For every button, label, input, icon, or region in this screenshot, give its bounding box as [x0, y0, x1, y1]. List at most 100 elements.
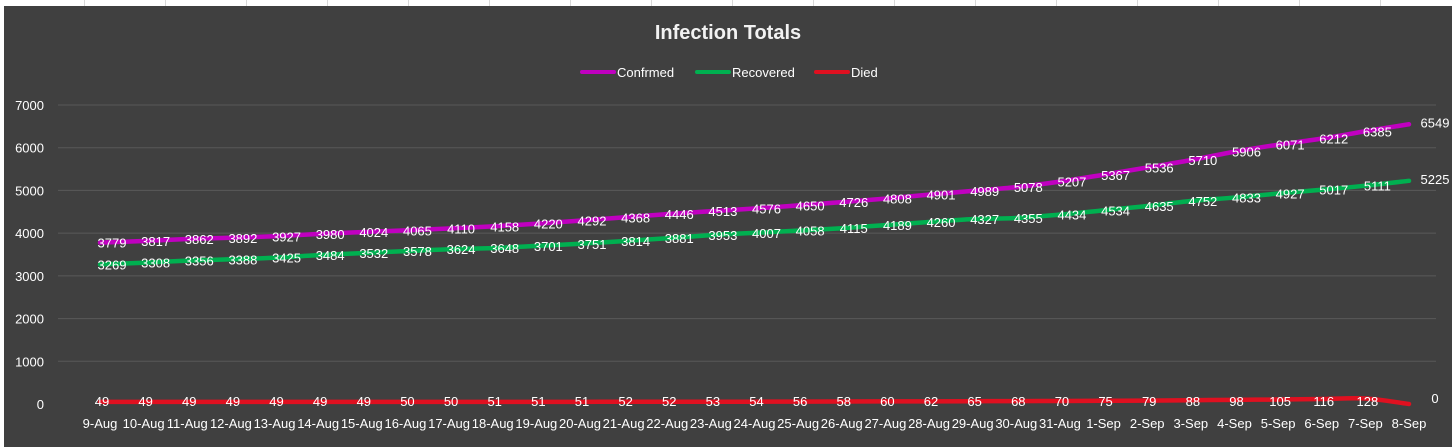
x-tick-label: 31-Aug	[1039, 416, 1081, 431]
x-tick-label: 19-Aug	[515, 416, 557, 431]
x-tick-label: 29-Aug	[952, 416, 994, 431]
data-label-confrmed: 5078	[1014, 180, 1043, 195]
data-label-confrmed: 6212	[1319, 132, 1348, 147]
data-label-died: 58	[837, 394, 851, 409]
legend-label-recovered: Recovered	[732, 65, 795, 80]
sheet-gridline	[327, 0, 328, 6]
y-tick-label: 6000	[15, 141, 44, 156]
x-tick-label: 14-Aug	[297, 416, 339, 431]
x-tick-label: 27-Aug	[864, 416, 906, 431]
x-tick-label: 22-Aug	[646, 416, 688, 431]
data-label-confrmed: 3779	[98, 236, 127, 251]
data-label-recovered: 3881	[665, 231, 694, 246]
data-label-recovered: 3814	[621, 234, 650, 249]
sheet-gridline	[975, 0, 976, 6]
data-label-confrmed: 6385	[1363, 124, 1392, 139]
data-labels: 3779 3817 3862 3892 3927 3980 4024 4065 4110 4158…	[95, 115, 1450, 409]
data-label-recovered: 4434	[1057, 208, 1086, 223]
sheet-gridline	[732, 0, 733, 6]
y-tick-label: 3000	[15, 269, 44, 284]
y-tick-label: 2000	[15, 312, 44, 327]
data-label-recovered: 4927	[1276, 187, 1305, 202]
data-label-confrmed: 4292	[578, 214, 607, 229]
data-label-confrmed: 4901	[927, 188, 956, 203]
sheet-gridline	[1218, 0, 1219, 6]
data-label-died: 49	[138, 394, 152, 409]
data-label-died: 51	[575, 394, 589, 409]
x-tick-label: 10-Aug	[123, 416, 165, 431]
sheet-gridline	[165, 0, 166, 6]
x-tick-label: 11-Aug	[167, 416, 208, 431]
y-tick-label: 1000	[15, 354, 44, 369]
x-tick-label: 15-Aug	[341, 416, 383, 431]
data-label-died: 54	[749, 394, 763, 409]
x-tick-label: 3-Sep	[1173, 416, 1208, 431]
data-label-recovered: 4189	[883, 218, 912, 233]
data-label-died: 51	[487, 394, 501, 409]
data-label-died: 56	[793, 394, 807, 409]
data-label-recovered: 4007	[752, 226, 781, 241]
data-label-confrmed: 3817	[141, 234, 170, 249]
data-label-died: 88	[1186, 394, 1200, 409]
data-label-died: 0	[1431, 391, 1438, 406]
y-tick-label: 4000	[15, 226, 44, 241]
data-label-died: 60	[880, 394, 894, 409]
data-label-died: 50	[444, 394, 458, 409]
sheet-gridline	[1380, 0, 1381, 6]
data-label-confrmed: 3892	[228, 231, 257, 246]
data-label-died: 128	[1357, 394, 1379, 409]
sheet-gridline	[408, 0, 409, 6]
x-tick-label: 4-Sep	[1217, 416, 1252, 431]
chart-area[interactable]	[4, 6, 1452, 447]
data-label-died: 51	[531, 394, 545, 409]
data-label-recovered: 4833	[1232, 191, 1261, 206]
data-label-recovered: 4534	[1101, 203, 1130, 218]
sheet-gridline	[813, 0, 814, 6]
x-tick-label: 23-Aug	[690, 416, 732, 431]
data-label-confrmed: 5710	[1188, 153, 1217, 168]
series-line-recovered	[97, 178, 1412, 267]
data-label-recovered: 3532	[359, 246, 388, 261]
x-tick-label: 28-Aug	[908, 416, 950, 431]
x-tick-label: 26-Aug	[821, 416, 863, 431]
data-label-confrmed: 4158	[490, 219, 519, 234]
data-label-confrmed: 4808	[883, 192, 912, 207]
x-tick-label: 20-Aug	[559, 416, 601, 431]
data-label-confrmed: 3927	[272, 229, 301, 244]
y-axis: 0 1000 2000 3000 4000 5000 6000 7000	[15, 98, 44, 412]
data-label-died: 49	[95, 394, 109, 409]
data-label-recovered: 3425	[272, 251, 301, 266]
x-tick-label: 30-Aug	[995, 416, 1037, 431]
data-label-died: 50	[400, 394, 414, 409]
data-label-confrmed: 5367	[1101, 168, 1130, 183]
sheet-gridline	[84, 0, 85, 6]
x-tick-label: 7-Sep	[1348, 416, 1383, 431]
data-label-recovered: 3269	[98, 257, 127, 272]
data-label-confrmed: 4024	[359, 225, 388, 240]
sheet-gridline	[489, 0, 490, 6]
data-label-confrmed: 4989	[970, 184, 999, 199]
data-label-recovered: 3953	[708, 228, 737, 243]
data-label-recovered: 5225	[1421, 172, 1450, 187]
x-tick-label: 24-Aug	[734, 416, 776, 431]
data-label-recovered: 3751	[578, 237, 607, 252]
data-label-confrmed: 4726	[839, 195, 868, 210]
data-label-died: 105	[1269, 394, 1291, 409]
y-tick-label: 0	[37, 397, 44, 412]
data-label-died: 49	[313, 394, 327, 409]
data-label-confrmed: 4110	[447, 221, 475, 236]
chart-title: Infection Totals	[655, 22, 801, 44]
y-tick-label: 5000	[15, 183, 44, 198]
data-label-died: 79	[1142, 394, 1156, 409]
data-label-died: 75	[1098, 394, 1112, 409]
x-tick-label: 12-Aug	[210, 416, 252, 431]
data-label-died: 116	[1313, 394, 1334, 409]
x-tick-label: 8-Sep	[1392, 416, 1427, 431]
data-label-died: 52	[662, 394, 676, 409]
data-label-recovered: 3648	[490, 241, 519, 256]
data-label-recovered: 4327	[970, 212, 999, 227]
x-tick-label: 9-Aug	[83, 416, 118, 431]
sheet-gridline	[651, 0, 652, 6]
data-label-confrmed: 6071	[1276, 138, 1305, 153]
data-label-recovered: 4355	[1014, 211, 1043, 226]
